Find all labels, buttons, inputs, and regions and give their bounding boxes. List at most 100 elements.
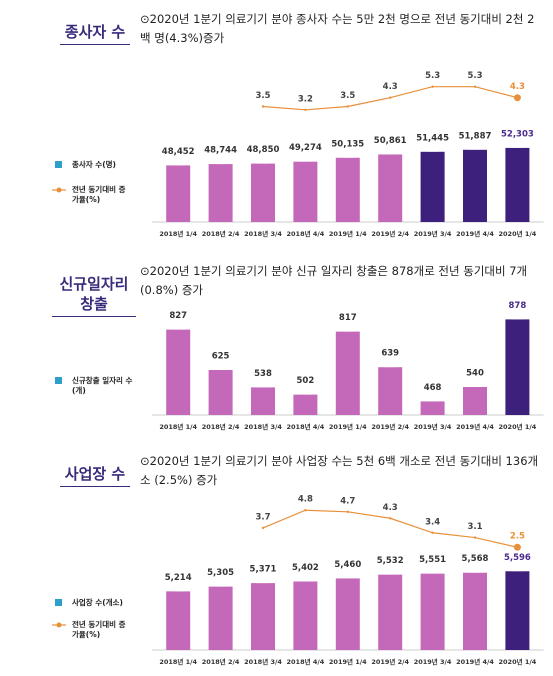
bar-icon — [213, 158, 228, 165]
bar-icon — [298, 575, 313, 582]
x-tick-label: 2018년 1/4 — [159, 422, 197, 431]
bar-label: 5,596 — [504, 553, 531, 563]
bar — [208, 370, 233, 415]
growth-label: 3.5 — [255, 91, 270, 101]
x-tick-label: 2019년 1/4 — [329, 422, 367, 431]
x-tick-label: 2019년 1/4 — [329, 657, 367, 666]
growth-point — [304, 108, 307, 112]
bar-icon — [213, 580, 228, 587]
chart-title: 사업장 수 — [60, 464, 130, 487]
bar-label: 468 — [424, 383, 442, 393]
x-tick-label: 2018년 4/4 — [287, 657, 325, 666]
bar-icon — [340, 151, 355, 158]
bar-icon — [510, 141, 525, 148]
legend-point — [56, 187, 62, 193]
bar — [378, 367, 403, 415]
legend-label: 전년 동기대비 증가율(%) — [72, 620, 126, 639]
x-tick-label: 2019년 1/4 — [329, 229, 367, 238]
growth-point — [473, 536, 477, 539]
growth-label: 4.3 — [510, 82, 525, 92]
bar — [378, 574, 403, 650]
bar-icon — [425, 567, 440, 574]
growth-label: 3.4 — [425, 517, 440, 527]
growth-point — [431, 85, 434, 88]
bar-icon — [171, 323, 186, 330]
growth-point — [261, 526, 265, 530]
legend-swatch — [55, 599, 62, 606]
x-tick-label: 2019년 3/4 — [414, 657, 452, 666]
bar-icon — [468, 381, 482, 387]
bar — [463, 572, 487, 650]
legend-label: 신규창출 일자리 수 (개) — [72, 376, 133, 395]
bar-label: 540 — [466, 369, 484, 379]
bar — [463, 387, 487, 415]
bar-icon — [171, 159, 186, 166]
bar — [463, 149, 487, 222]
bar-label: 5,568 — [462, 554, 489, 564]
bar-label: 51,445 — [416, 133, 449, 143]
x-tick-label: 2018년 3/4 — [244, 657, 282, 666]
bar — [293, 161, 318, 222]
growth-label: 4.3 — [383, 503, 398, 513]
chart-subtitle: ⊙2020년 1분기 의료기기 분야 종사자 수는 5만 2천 명으로 전년 동… — [140, 12, 535, 45]
growth-point — [389, 96, 392, 99]
bar-label: 817 — [339, 313, 357, 323]
bar-label: 48,452 — [162, 147, 195, 157]
x-tick-label: 2018년 1/4 — [159, 657, 197, 666]
bar-label: 51,887 — [459, 131, 492, 141]
bar-label: 48,744 — [204, 146, 237, 156]
growth-point — [346, 105, 349, 108]
bar — [166, 165, 191, 222]
bar-label: 5,532 — [377, 556, 404, 566]
bar — [251, 583, 275, 650]
bar-icon — [468, 143, 482, 150]
bar-label: 50,135 — [331, 139, 364, 149]
bar-label: 5,214 — [165, 573, 192, 583]
bar-label: 5,551 — [419, 555, 446, 565]
bar-icon — [171, 585, 186, 592]
x-tick-label: 2018년 2/4 — [202, 229, 240, 238]
growth-point — [473, 85, 477, 88]
bar-label: 50,861 — [374, 136, 407, 146]
growth-point — [513, 94, 521, 102]
growth-point — [389, 517, 392, 520]
bar — [420, 573, 445, 650]
bar-icon — [298, 388, 313, 395]
x-tick-label: 2019년 2/4 — [371, 229, 409, 238]
bar — [378, 154, 403, 222]
bar — [208, 164, 233, 222]
growth-label: 3.1 — [467, 522, 482, 532]
x-tick-label: 2019년 4/4 — [456, 229, 494, 238]
growth-point — [431, 531, 434, 534]
bar-label: 625 — [212, 352, 230, 362]
legend-label: 전년 동기대비 증가율(%) — [72, 185, 126, 204]
bar — [293, 394, 318, 415]
x-tick-label: 2018년 4/4 — [287, 422, 325, 431]
bar — [251, 387, 275, 415]
legend-label: 종사자 수(명) — [72, 160, 116, 169]
bar-label: 827 — [169, 311, 187, 321]
x-tick-label: 2019년 4/4 — [456, 657, 494, 666]
growth-label: 3.5 — [340, 91, 355, 101]
bar-icon — [256, 381, 270, 388]
bar-icon — [256, 157, 270, 164]
bar — [208, 586, 233, 650]
bar — [251, 163, 275, 222]
growth-label: 4.3 — [383, 82, 398, 92]
growth-point — [304, 509, 307, 512]
bar-icon — [510, 565, 525, 572]
bar — [293, 581, 318, 650]
x-tick-label: 2019년 2/4 — [371, 657, 409, 666]
x-tick-label: 2019년 3/4 — [414, 229, 452, 238]
chart-subtitle: ⊙2020년 1분기 의료기기 분야 사업장 수는 5천 6백 개소로 전년 동… — [140, 454, 539, 487]
x-tick-label: 2018년 2/4 — [202, 657, 240, 666]
bar — [505, 571, 530, 650]
bar — [166, 591, 191, 650]
growth-label: 5.3 — [467, 71, 482, 81]
bar-icon — [298, 155, 313, 162]
bar-label: 5,305 — [207, 568, 234, 578]
x-tick-label: 2019년 4/4 — [456, 422, 494, 431]
bar-label: 878 — [509, 301, 527, 311]
chart-title: 종사자 수 — [60, 22, 130, 45]
